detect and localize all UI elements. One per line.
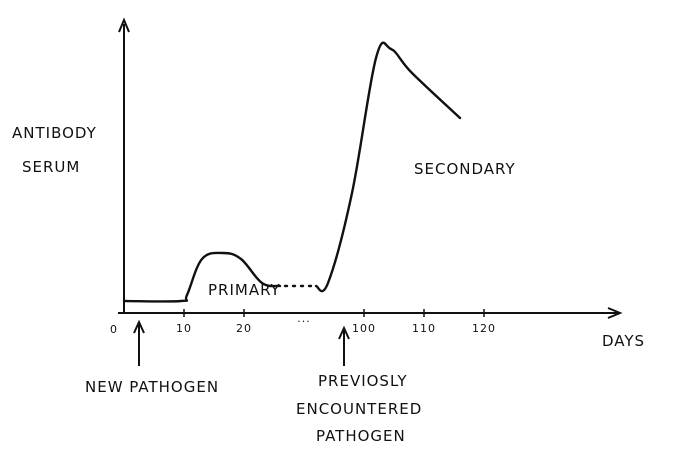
x-axis-label: DAYS	[602, 332, 645, 350]
origin-label: 0	[110, 323, 118, 336]
new-pathogen-label: NEW PATHOGEN	[85, 378, 219, 396]
series-lines	[122, 41, 462, 303]
primary-response-line	[122, 251, 282, 303]
previously-label-line3: PATHOGEN	[316, 427, 406, 445]
previously-encountered-arrow-head	[338, 325, 350, 340]
previously-label-line1: PREVIOSLY	[318, 372, 408, 390]
new-pathogen-arrow-head	[133, 319, 145, 334]
y-axis-label-line1: ANTIBODY	[12, 124, 97, 142]
previously-label-line2: ENCOUNTERED	[296, 400, 422, 418]
x-tick-labels: 10 20... 100 110 120	[176, 309, 496, 335]
primary-label: PRIMARY	[208, 281, 281, 299]
y-axis-label-line2: SERUM	[22, 158, 80, 176]
x-tick-label: 100	[352, 322, 376, 335]
x-tick-label: 120	[472, 322, 496, 335]
y-axis-arrow	[118, 17, 130, 33]
x-tick-label: 20	[236, 322, 252, 335]
x-axis-arrow	[607, 307, 623, 319]
secondary-label: SECONDARY	[414, 160, 516, 178]
x-tick-label: ...	[297, 312, 311, 325]
secondary-response-line	[314, 41, 462, 293]
x-tick-label: 10	[176, 322, 192, 335]
x-tick-label: 110	[412, 322, 436, 335]
